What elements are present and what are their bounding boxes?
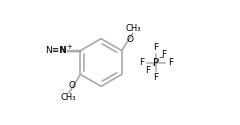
Text: −: −: [158, 55, 163, 60]
Text: CH₃: CH₃: [60, 93, 76, 102]
Text: P: P: [153, 58, 159, 68]
Text: F: F: [139, 58, 144, 67]
Text: F: F: [162, 50, 167, 59]
Text: N: N: [60, 46, 66, 55]
Text: N≡N: N≡N: [45, 46, 66, 55]
Text: +: +: [66, 44, 72, 50]
Text: F: F: [168, 58, 173, 67]
Text: F: F: [145, 66, 151, 75]
Text: CH₃: CH₃: [126, 24, 141, 33]
Text: F: F: [154, 44, 159, 52]
Text: F: F: [154, 72, 159, 82]
Text: O: O: [68, 81, 75, 90]
Text: O: O: [127, 36, 134, 44]
